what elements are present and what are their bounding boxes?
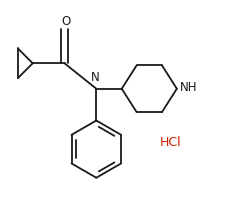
Text: O: O xyxy=(61,15,70,28)
Text: NH: NH xyxy=(180,81,198,94)
Text: HCl: HCl xyxy=(160,136,181,149)
Text: N: N xyxy=(91,71,100,84)
